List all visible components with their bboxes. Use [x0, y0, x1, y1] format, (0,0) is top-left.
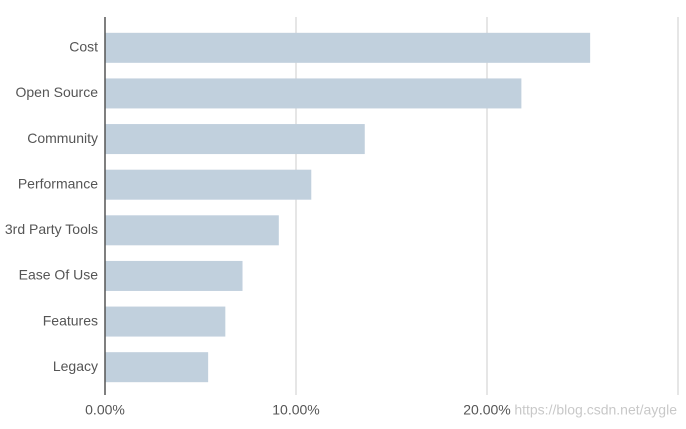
- x-tick-label: 0.00%: [85, 402, 125, 418]
- y-tick-label: Legacy: [53, 358, 98, 374]
- y-tick-label: Cost: [69, 39, 98, 55]
- x-tick-label: 10.00%: [272, 402, 319, 418]
- y-tick-label: 3rd Party Tools: [5, 221, 98, 237]
- bar: [105, 215, 279, 246]
- bar: [105, 124, 365, 155]
- y-tick-label: Ease Of Use: [19, 267, 99, 283]
- bar: [105, 306, 226, 337]
- bar: [105, 78, 522, 109]
- watermark: https://blog.csdn.net/aygle: [514, 402, 677, 418]
- bar: [105, 352, 209, 383]
- bar: [105, 32, 591, 63]
- y-tick-label: Community: [27, 130, 98, 146]
- x-tick-label: 20.00%: [463, 402, 510, 418]
- y-tick-label: Performance: [18, 175, 98, 191]
- bar: [105, 169, 312, 200]
- bar: [105, 260, 243, 291]
- y-tick-label: Open Source: [16, 84, 99, 100]
- y-tick-label: Features: [43, 312, 98, 328]
